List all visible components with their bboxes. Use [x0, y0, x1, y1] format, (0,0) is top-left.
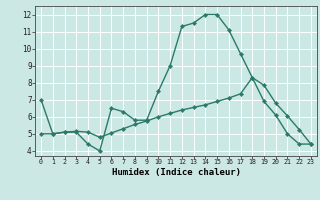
- X-axis label: Humidex (Indice chaleur): Humidex (Indice chaleur): [111, 168, 241, 177]
